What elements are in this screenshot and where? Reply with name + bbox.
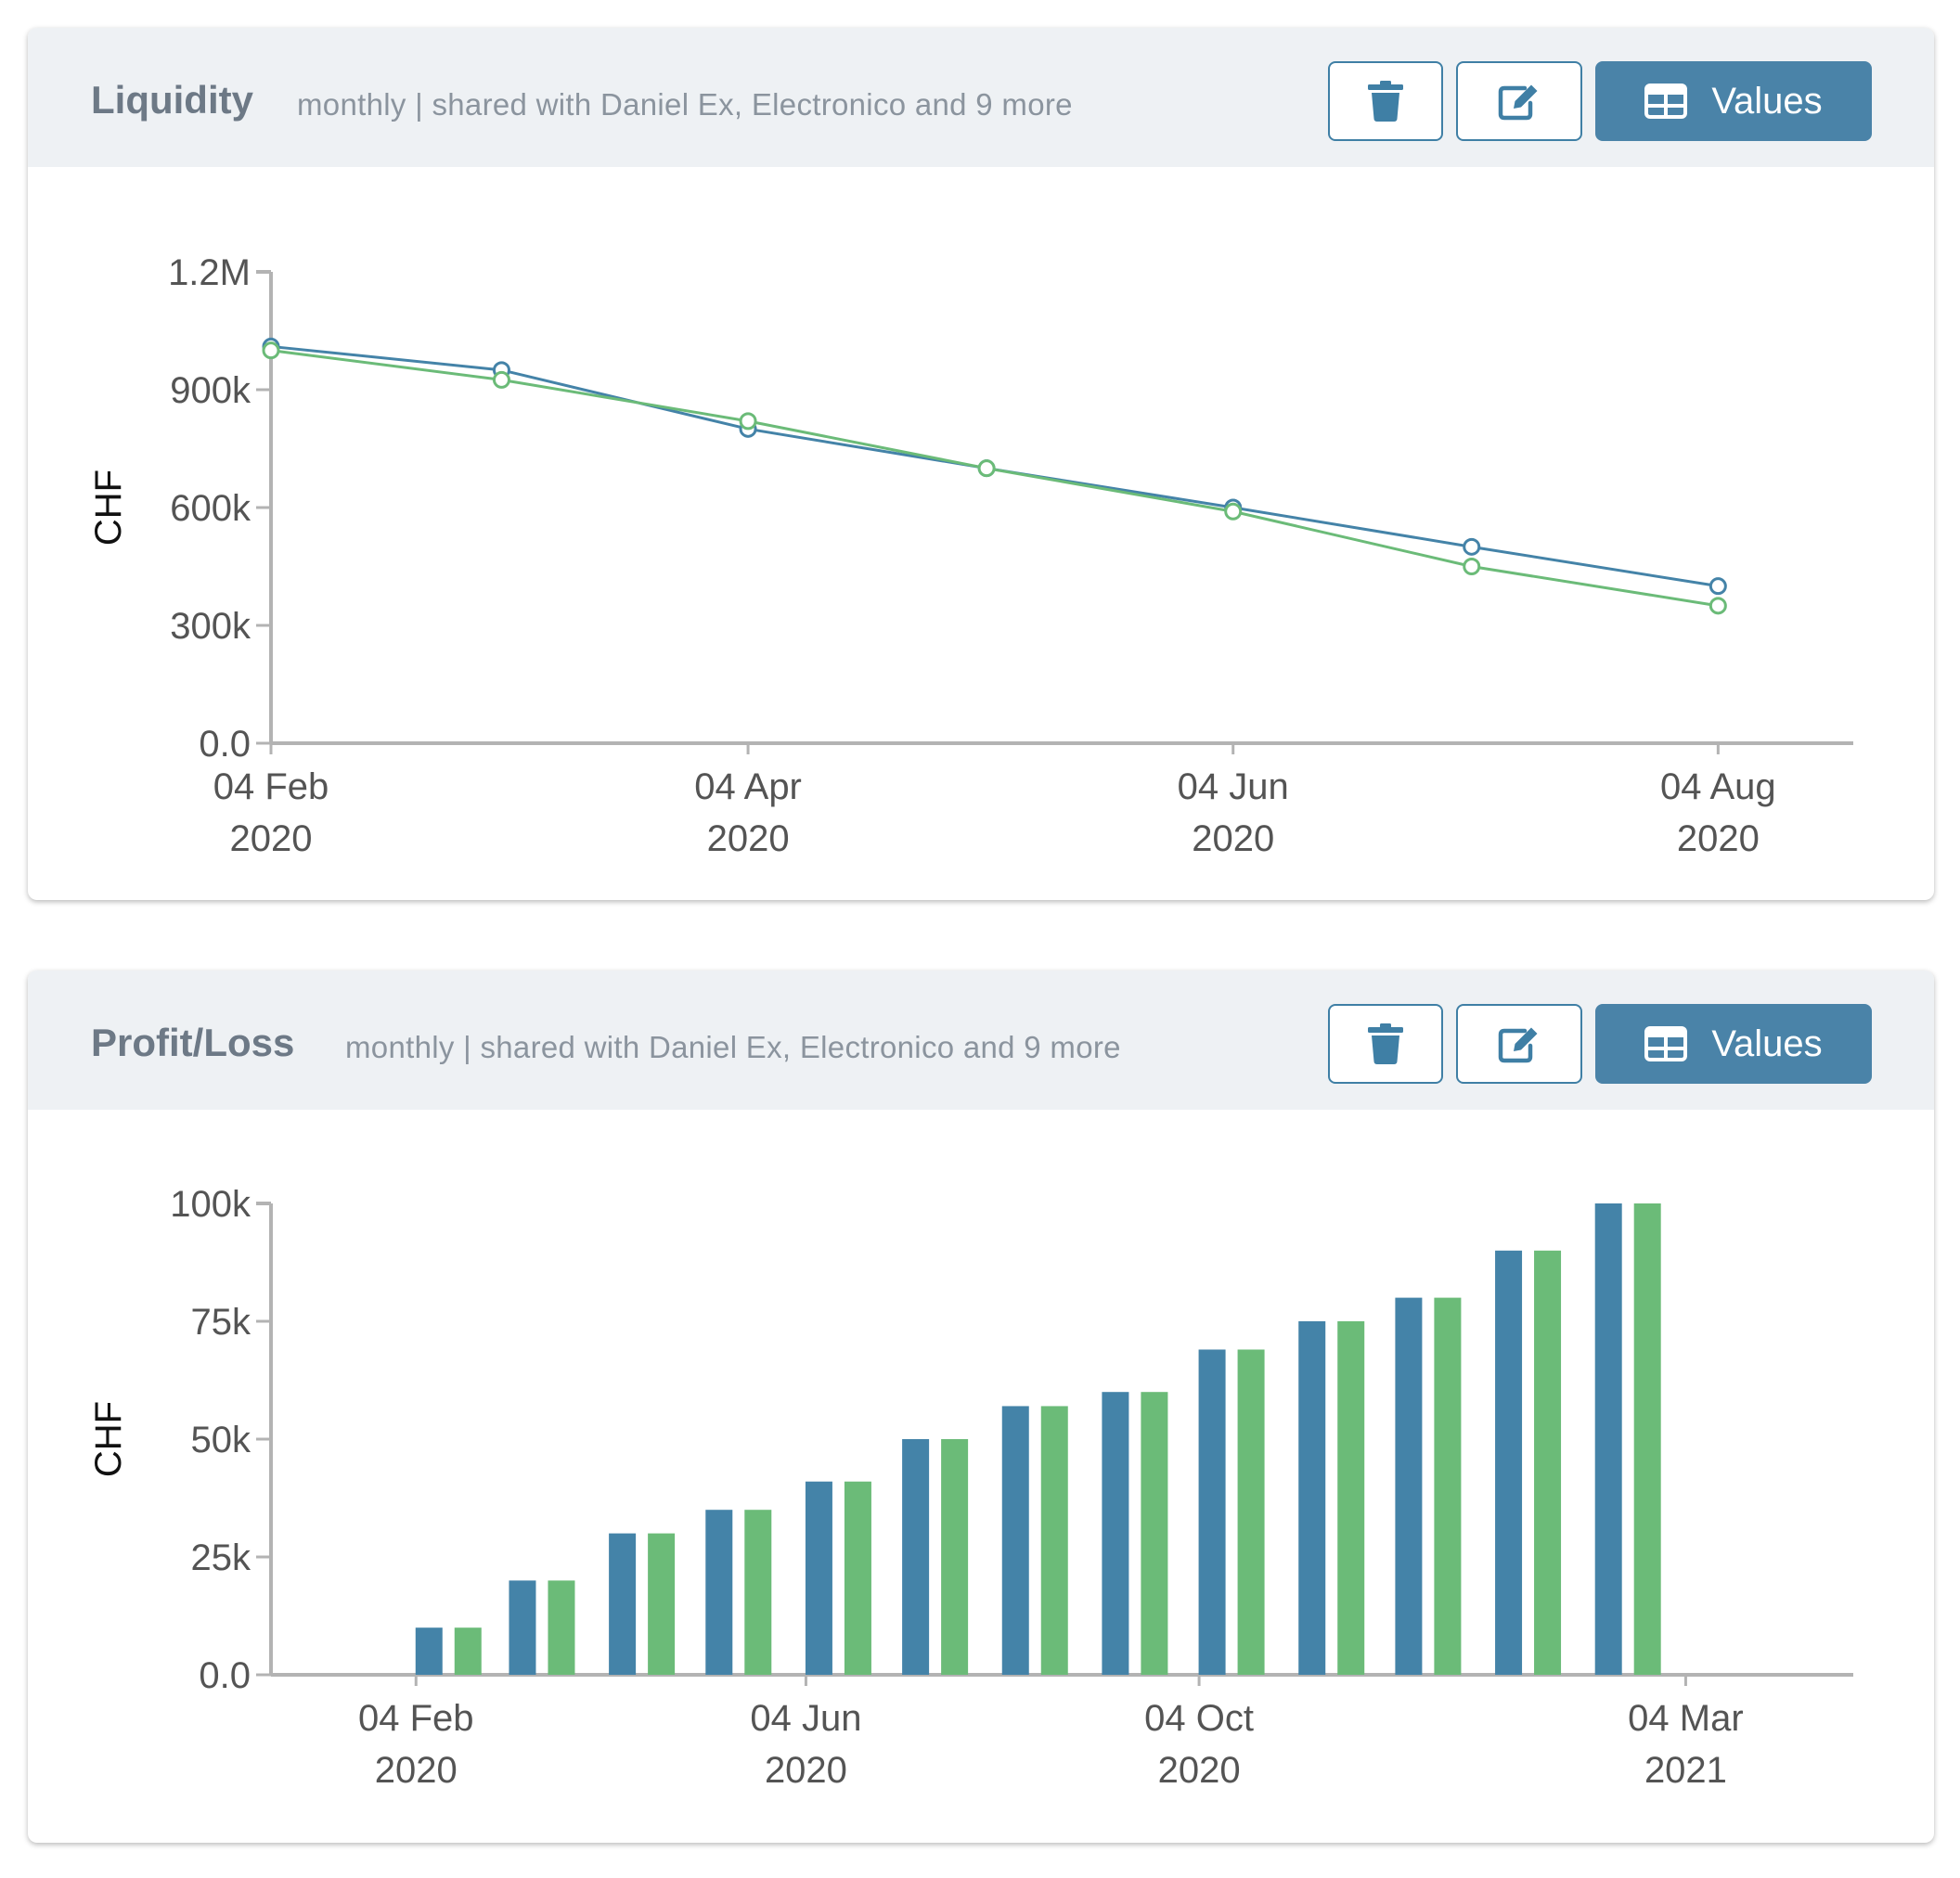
values-label: Values [1711, 1023, 1823, 1064]
series-2-point [1709, 597, 1727, 615]
series-1-bar [1594, 1203, 1622, 1675]
series-1-bar [1102, 1392, 1129, 1675]
edit-button[interactable] [1456, 1004, 1582, 1084]
x-tick-label: 04 Oct [1144, 1698, 1254, 1739]
series-2-bar [1337, 1321, 1365, 1675]
y-tick-label: 0.0 [199, 1655, 251, 1696]
series-2-bar [1534, 1250, 1562, 1675]
series-2-point [1463, 558, 1481, 575]
series-1-bar [1298, 1321, 1326, 1675]
liquidity-card: Liquidity monthly | shared with Daniel E… [28, 28, 1934, 900]
profit-loss-bar-chart: 0.0 25k 50k 75k 100k 04 Feb 2020 04 Jun 2020 04 O… [88, 1184, 1853, 1791]
x-tick-label: 2020 [1158, 1750, 1241, 1791]
series-1-bar [509, 1580, 536, 1675]
values-button[interactable]: Values [1595, 61, 1872, 141]
y-tick-label: 75k [191, 1302, 251, 1343]
trash-icon [1368, 1023, 1403, 1064]
series-2-bar [1237, 1349, 1265, 1675]
x-tick-label: 04 Jun [750, 1698, 861, 1739]
y-axis-title: CHF [88, 1401, 129, 1477]
values-label: Values [1711, 80, 1823, 122]
series-1-point [1463, 537, 1481, 556]
y-tick-label: 600k [170, 488, 251, 529]
series-1-bar [415, 1627, 443, 1675]
card-subtitle: monthly | shared with Daniel Ex, Electro… [297, 87, 1073, 122]
x-tick-label: 04 Jun [1178, 766, 1289, 807]
profit-loss-card: Profit/Loss monthly | shared with Daniel… [28, 971, 1934, 1843]
y-tick-label: 25k [191, 1537, 251, 1578]
table-icon [1644, 1026, 1688, 1061]
series-2-bar [1040, 1406, 1068, 1675]
y-tick-label: 50k [191, 1420, 251, 1460]
x-tick-label: 2020 [1677, 818, 1760, 859]
x-tick-label: 04 Feb [213, 766, 329, 807]
x-tick-label: 2020 [230, 818, 313, 859]
x-tick-label: 04 Aug [1660, 766, 1776, 807]
card-subtitle: monthly | shared with Daniel Ex, Electro… [345, 1030, 1121, 1064]
y-tick-label: 100k [170, 1184, 251, 1225]
x-tick-label: 2020 [375, 1750, 458, 1791]
card-title: Profit/Loss [91, 1021, 295, 1064]
series-1-bar [1395, 1297, 1423, 1675]
series-1-point [1709, 577, 1727, 596]
series-2-bar [454, 1627, 482, 1675]
series-2-point [977, 459, 996, 478]
series-2-bar [941, 1439, 969, 1675]
series-1-bar [1495, 1250, 1523, 1675]
edit-icon [1498, 84, 1538, 121]
delete-button[interactable] [1328, 1004, 1443, 1084]
series-2-bar [648, 1533, 676, 1675]
card-title: Liquidity [91, 78, 253, 122]
x-tick-label: 2020 [765, 1750, 847, 1791]
y-tick-label: 900k [170, 370, 251, 411]
series-2-bar [548, 1580, 575, 1675]
y-tick-label: 0.0 [199, 724, 251, 765]
x-tick-label: 2020 [1192, 818, 1274, 859]
card-header: Liquidity monthly | shared with Daniel E… [28, 28, 1934, 167]
delete-button[interactable] [1328, 61, 1443, 141]
x-tick-label: 2021 [1644, 1750, 1727, 1791]
trash-icon [1368, 81, 1403, 122]
edit-button[interactable] [1456, 61, 1582, 141]
x-tick-label: 2020 [707, 818, 790, 859]
series-2-point [262, 341, 280, 360]
series-2-bar [1633, 1203, 1661, 1675]
series-1-bar [805, 1481, 832, 1675]
y-tick-label: 1.2M [168, 252, 251, 293]
series-1-bar [705, 1510, 733, 1675]
series-1-bar [902, 1439, 930, 1675]
x-tick-label: 04 Apr [694, 766, 802, 807]
table-icon [1644, 84, 1688, 119]
series-2-bar [1434, 1297, 1462, 1675]
x-tick-label: 04 Feb [358, 1698, 474, 1739]
x-tick-label: 04 Mar [1628, 1698, 1744, 1739]
series-2-bar [844, 1481, 871, 1675]
series-1-bar [1001, 1406, 1029, 1675]
values-button[interactable]: Values [1595, 1004, 1872, 1084]
series-2-bar [744, 1510, 772, 1675]
series-2-point [1224, 502, 1243, 521]
edit-icon [1498, 1027, 1538, 1063]
y-axis-title: CHF [88, 470, 129, 546]
liquidity-line-chart: 0.0 300k 600k 900k 1.2M 04 Feb 2020 04 Apr 2020 0… [88, 252, 1853, 859]
card-header: Profit/Loss monthly | shared with Daniel… [28, 971, 1934, 1110]
series-2-point [739, 412, 757, 431]
series-1-bar [609, 1533, 637, 1675]
series-2-point [492, 370, 510, 389]
series-2-line [270, 349, 1719, 608]
y-tick-label: 300k [170, 606, 251, 647]
series-2-bar [1141, 1392, 1168, 1675]
series-1-bar [1198, 1349, 1226, 1675]
